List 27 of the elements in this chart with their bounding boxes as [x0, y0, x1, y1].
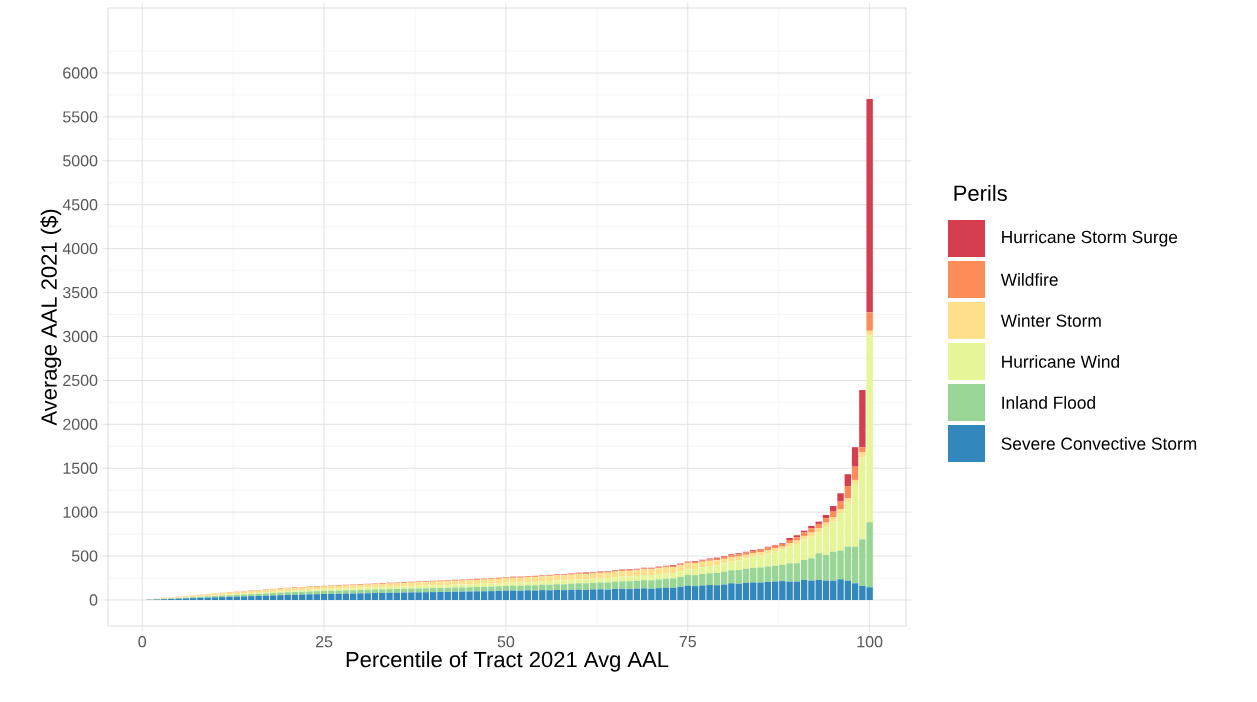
x-tick-label: 25 — [315, 636, 333, 648]
y-tick-label: 5500 — [63, 111, 98, 123]
y-axis-title: Average AAL 2021 ($) — [40, 209, 62, 426]
x-tick-label: 75 — [679, 636, 696, 648]
legend-title: Perils — [954, 184, 1007, 202]
y-tick-label: 5000 — [63, 155, 98, 167]
x-axis-title: Percentile of Tract 2021 Avg AAL — [346, 651, 669, 672]
x-tick-label: 50 — [497, 636, 515, 648]
legend-label: Winter Storm — [1000, 314, 1101, 327]
y-tick-label: 6000 — [63, 67, 98, 79]
y-tick-label: 3500 — [62, 286, 98, 299]
y-tick-label: 1500 — [63, 462, 98, 474]
x-tick-label: 0 — [138, 636, 147, 648]
y-tick-label: 500 — [71, 550, 98, 562]
y-tick-label: 1000 — [63, 506, 98, 518]
legend-label: Inland Flood — [1002, 396, 1095, 409]
legend-label: Severe Convective Storm — [1001, 437, 1197, 450]
x-tick-label: 100 — [857, 636, 883, 648]
legend-label: Hurricane Storm Surge — [1002, 230, 1178, 247]
legend-label: Hurricane Wind — [1002, 355, 1120, 368]
legend-label: Wildfire — [1000, 273, 1058, 286]
y-tick-label: 0 — [89, 594, 98, 606]
y-tick-label: 4000 — [62, 242, 98, 255]
y-tick-label: 4500 — [62, 199, 98, 211]
y-tick-label: 3000 — [62, 330, 98, 343]
y-tick-label: 2500 — [63, 374, 98, 387]
y-tick-label: 2000 — [63, 418, 98, 430]
